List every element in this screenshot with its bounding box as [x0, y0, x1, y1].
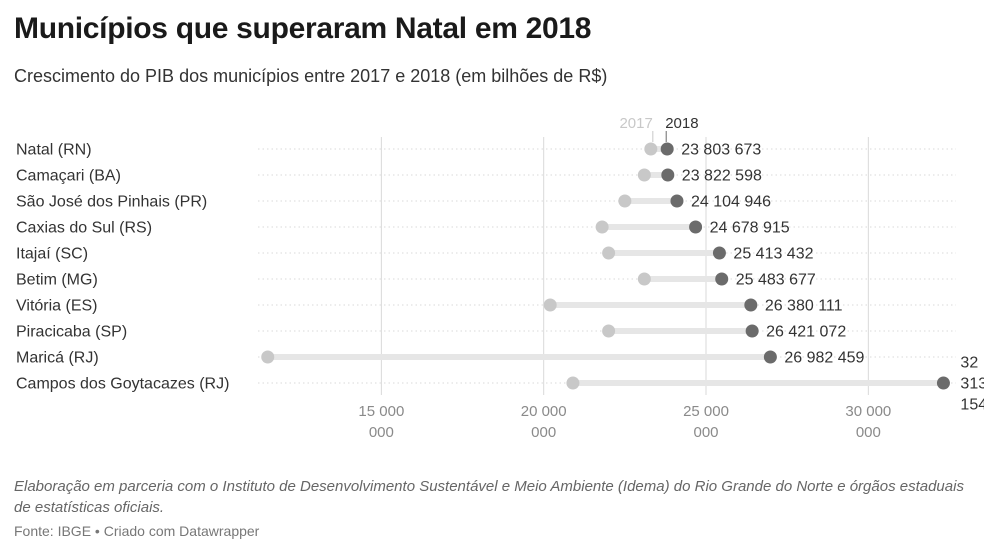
- x-tick-label: 30 000: [845, 403, 891, 420]
- value-label: 32: [960, 355, 978, 372]
- value-label: 24 678 915: [710, 220, 790, 237]
- value-label: 25 413 432: [733, 246, 813, 263]
- value-label: 26 380 111: [765, 298, 843, 315]
- value-label: 24 104 946: [691, 194, 771, 211]
- row-label: Piracicaba (SP): [16, 324, 127, 341]
- x-tick-label: 000: [531, 424, 556, 441]
- row-label: Natal (RN): [16, 142, 92, 159]
- dot-2017: [543, 298, 557, 312]
- dot-2018: [745, 324, 759, 338]
- value-label: 26 421 072: [766, 324, 846, 341]
- value-label: 313: [960, 376, 984, 393]
- row-label: Betim (MG): [16, 272, 98, 289]
- row-label: Vitória (ES): [16, 298, 98, 315]
- x-tick-label: 25 000: [683, 403, 729, 420]
- footnote: Elaboração em parceria com o Instituto d…: [14, 478, 964, 516]
- row-label: Camaçari (BA): [16, 168, 121, 185]
- dot-2017: [637, 272, 651, 286]
- dot-2018: [712, 246, 726, 260]
- value-label: 25 483 677: [736, 272, 816, 289]
- dot-range-chart: 15 000 000 20 000 000 25 000 000 30 000 000 2017…: [16, 115, 984, 441]
- x-tick-label: 20 000: [521, 403, 567, 420]
- chart-title: Municípios que superaram Natal em 2018: [14, 12, 592, 45]
- value-label: 23 803 673: [681, 142, 761, 159]
- value-label: 23 822 598: [682, 168, 762, 185]
- dot-2018: [763, 350, 777, 364]
- dot-2017: [602, 246, 616, 260]
- dot-2018: [936, 376, 950, 390]
- dot-2018: [689, 220, 703, 234]
- dot-2018: [661, 168, 675, 182]
- x-tick-label: 000: [694, 424, 719, 441]
- dot-2017: [602, 324, 616, 338]
- row-label: Campos dos Goytacazes (RJ): [16, 376, 229, 393]
- value-label: 154: [960, 397, 984, 414]
- dot-2017: [637, 168, 651, 182]
- dot-2017: [644, 142, 658, 156]
- dot-2017: [566, 376, 580, 390]
- dot-2018: [715, 272, 729, 286]
- row-label: São José dos Pinhais (PR): [16, 194, 207, 211]
- row-label: Caxias do Sul (RS): [16, 220, 152, 237]
- legend-2017-label: 2017: [619, 115, 652, 132]
- legend-2018-label: 2018: [665, 115, 698, 132]
- x-tick-label: 15 000: [358, 403, 404, 420]
- dot-2018: [660, 142, 674, 156]
- dot-2018: [744, 298, 758, 312]
- x-tick-label: 000: [369, 424, 394, 441]
- dot-2017: [261, 350, 275, 364]
- x-tick-label: 000: [856, 424, 881, 441]
- dot-2017: [618, 194, 632, 208]
- row-label: Maricá (RJ): [16, 350, 99, 367]
- source-credit: Fonte: IBGE • Criado com Datawrapper: [14, 523, 260, 539]
- chart-subtitle: Crescimento do PIB dos municípios entre …: [14, 66, 608, 86]
- row-label: Itajaí (SC): [16, 246, 88, 263]
- value-label: 26 982 459: [784, 350, 864, 367]
- dot-2017: [595, 220, 609, 234]
- dot-2018: [670, 194, 684, 208]
